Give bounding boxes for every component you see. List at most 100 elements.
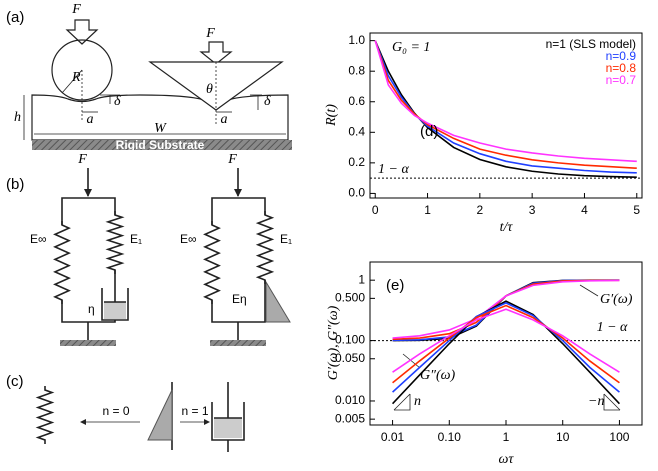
substrate	[32, 140, 292, 150]
y-tick-label: 0.0	[348, 186, 365, 200]
series-line	[392, 308, 620, 373]
contact-label: a	[221, 112, 228, 127]
ground	[210, 340, 266, 346]
y-tick-label: 0.4	[348, 124, 365, 138]
springpot	[265, 280, 291, 323]
annotation: G″(ω)	[420, 368, 455, 383]
spring	[35, 386, 55, 444]
panel-label: (c)	[6, 373, 24, 390]
slope-triangle	[603, 393, 621, 411]
legend-entry: n=0.8	[606, 61, 637, 75]
annotation: n	[414, 394, 421, 409]
plot-frame	[369, 32, 643, 199]
elastic-layer	[31, 94, 289, 141]
radius-label: R	[71, 70, 81, 85]
y-tick-label: 0.005	[335, 411, 365, 425]
y-tick-label: 0.050	[335, 351, 365, 365]
series-line	[374, 40, 637, 170]
x-tick-label: 1	[424, 203, 431, 217]
reference-label: 1 − α	[378, 162, 409, 177]
spring	[105, 211, 125, 274]
frame	[61, 197, 116, 225]
x-tick-label: 2	[477, 203, 484, 217]
y-axis-title: G′(ω), G″(ω)	[326, 305, 341, 380]
series-line	[374, 40, 637, 179]
y-axis-title: R(t)	[324, 104, 339, 127]
x-tick-label: 10	[556, 430, 570, 444]
element-label: Eη	[232, 292, 247, 306]
annotation: G′(ω)	[600, 292, 633, 307]
substrate-label: Rigid Substrate	[116, 138, 205, 152]
arrow-head	[204, 419, 210, 425]
x-tick-label: 3	[529, 203, 536, 217]
x-tick-label: 1	[503, 430, 510, 444]
angle-label: θ	[206, 82, 213, 97]
frame	[211, 197, 266, 225]
panel-c: (c) n = 0 n = 1	[6, 373, 245, 452]
x-tick-label: 5	[633, 203, 640, 217]
width-label: W	[154, 121, 167, 136]
x-axis-title: ωτ	[499, 452, 515, 467]
radius-line	[61, 69, 83, 94]
dashpot	[101, 288, 129, 321]
spring	[203, 221, 221, 304]
annotation-arrow	[579, 284, 599, 297]
series-line	[374, 40, 637, 174]
y-tick-label: 1.0	[348, 33, 365, 47]
ground	[60, 340, 116, 346]
element-label: η	[88, 302, 95, 316]
reference-label: 1 − α	[597, 320, 628, 335]
contact-label: a	[87, 112, 94, 127]
panel-b: (b) F⃗ E∞ E₁ η F⃗ E∞ E₁ Eη	[6, 152, 292, 346]
x-tick-label: 0.01	[381, 430, 405, 444]
legend-entry: n=0.7	[606, 73, 637, 87]
panel-label: (e)	[386, 277, 404, 294]
y-tick-label: 0.500	[335, 291, 365, 305]
arrow-label: n = 1	[181, 404, 208, 418]
element-label: E∞	[30, 232, 47, 246]
element-label: E₁	[280, 232, 292, 246]
x-tick-label: 0	[372, 203, 379, 217]
spring	[53, 221, 71, 304]
x-tick-label: 4	[581, 203, 588, 217]
force-label: F⃗	[77, 152, 97, 167]
legend-entry: n=1 (SLS model)	[546, 37, 636, 51]
annotation: −n	[588, 394, 604, 409]
arrow-head	[234, 189, 242, 197]
force-arrow	[65, 19, 99, 45]
depth-label: δ	[114, 94, 121, 109]
series-line	[392, 302, 620, 393]
slope-triangle	[393, 393, 411, 411]
annotation-arrow	[402, 353, 421, 369]
y-tick-label: 0.8	[348, 63, 365, 77]
spring	[255, 211, 275, 284]
element-label: E₁	[130, 232, 142, 246]
series-line	[374, 40, 637, 163]
y-tick-label: 0.2	[348, 155, 365, 169]
arrow-head	[80, 419, 86, 425]
slope-triangle	[394, 394, 411, 411]
slope-triangle	[603, 394, 620, 411]
element-label: E∞	[180, 232, 197, 246]
dashpot-fluid	[214, 418, 242, 438]
panel-a: (a) F⃗ F⃗ R θ δ δ a a h W Rigid Substrat…	[6, 2, 292, 152]
force-label: F⃗	[71, 2, 91, 17]
dashpot-fluid	[104, 302, 126, 319]
x-tick-label: 0.10	[438, 430, 462, 444]
y-tick-label: 0.100	[335, 333, 365, 347]
series-line	[392, 304, 620, 384]
force-label: F⃗	[227, 152, 247, 167]
y-tick-label: 0.6	[348, 94, 365, 108]
annotation: G₀ = 1	[392, 40, 430, 55]
x-tick-label: 100	[609, 430, 629, 444]
force-arrow	[199, 41, 233, 65]
depth-label: δ	[264, 94, 271, 109]
panel-label: (b)	[6, 176, 24, 193]
series-line	[392, 279, 620, 342]
legend-entry: n=0.9	[606, 49, 637, 63]
arrow-label: n = 0	[102, 404, 129, 418]
y-tick-label: 1	[358, 272, 365, 286]
height-label: h	[14, 110, 21, 125]
panel-label: (a)	[6, 9, 24, 26]
